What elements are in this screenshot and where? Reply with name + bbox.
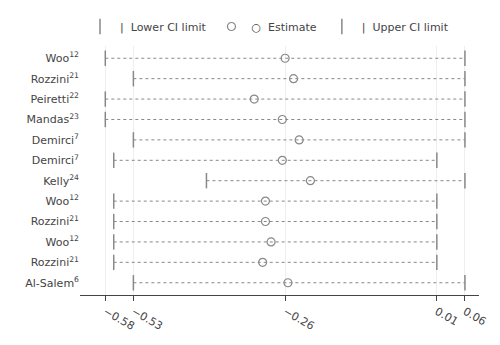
svg-text:Rozzini​21​: Rozzini​21​ bbox=[31, 255, 79, 270]
svg-text:Woo​12​: Woo​12​ bbox=[46, 50, 80, 65]
svg-text:−0.58: −0.58 bbox=[101, 305, 137, 333]
svg-text:Rozzini​21​: Rozzini​21​ bbox=[31, 71, 79, 86]
svg-text:0.01: 0.01 bbox=[433, 305, 461, 329]
svg-text:Woo​12​: Woo​12​ bbox=[46, 193, 80, 208]
svg-text:−0.53: −0.53 bbox=[129, 305, 165, 333]
svg-text:0.06: 0.06 bbox=[461, 305, 489, 329]
svg-text:| Lower CI limit: | Lower CI limit bbox=[120, 21, 206, 34]
svg-text:Demirci​7​: Demirci​7​ bbox=[32, 132, 79, 147]
svg-text:Rozzini​21​: Rozzini​21​ bbox=[31, 214, 79, 229]
svg-text:Peiretti​22​: Peiretti​22​ bbox=[30, 91, 79, 106]
svg-text:Al-Salem​6​: Al-Salem​6​ bbox=[25, 275, 79, 290]
svg-text:Mandas​23​: Mandas​23​ bbox=[27, 112, 80, 127]
svg-text:○ Estimate: ○ Estimate bbox=[251, 21, 316, 34]
svg-text:−0.26: −0.26 bbox=[281, 305, 317, 333]
svg-text:Woo​12​: Woo​12​ bbox=[46, 234, 80, 249]
svg-text:Kelly​24​: Kelly​24​ bbox=[43, 173, 79, 188]
svg-text:Demirci​7​: Demirci​7​ bbox=[32, 153, 79, 168]
svg-text:| Upper CI limit: | Upper CI limit bbox=[362, 21, 449, 34]
